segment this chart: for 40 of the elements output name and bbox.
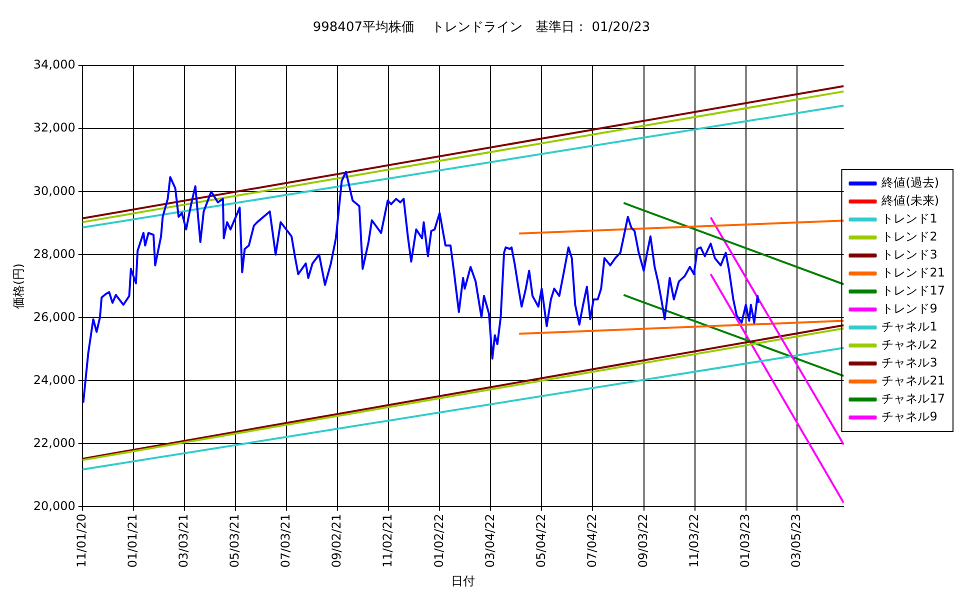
legend-label: チャネル1 bbox=[882, 320, 938, 334]
x-tick-label: 09/02/21 bbox=[330, 514, 344, 568]
x-tick-label: 05/04/22 bbox=[534, 514, 548, 568]
x-tick-label: 01/02/22 bbox=[432, 514, 446, 568]
x-tick-label: 03/04/22 bbox=[482, 514, 497, 568]
legend-label: チャネル3 bbox=[882, 356, 938, 370]
x-tick-label: 11/02/21 bbox=[380, 514, 395, 568]
y-axis-title: 価格(円) bbox=[11, 263, 26, 309]
x-tick-label: 11/03/22 bbox=[686, 514, 701, 568]
y-tick-label: 30,000 bbox=[33, 184, 76, 198]
x-tick-label: 07/04/22 bbox=[584, 514, 599, 568]
x-tick-label: 11/01/20 bbox=[74, 514, 89, 568]
x-tick-label: 01/03/23 bbox=[738, 514, 752, 568]
y-tick-label: 28,000 bbox=[33, 246, 76, 261]
legend-label: チャネル17 bbox=[882, 392, 946, 406]
x-tick-label: 03/05/23 bbox=[789, 514, 804, 568]
legend-label: トレンド21 bbox=[882, 266, 946, 280]
legend-label: チャネル2 bbox=[882, 338, 938, 352]
x-tick-label: 09/03/22 bbox=[636, 514, 650, 568]
legend-label: 終値(未来) bbox=[880, 194, 940, 208]
y-tick-label: 24,000 bbox=[33, 372, 76, 387]
x-axis-title: 日付 bbox=[451, 574, 476, 588]
x-tick-label: 07/03/21 bbox=[278, 514, 293, 568]
x-tick-label: 05/03/21 bbox=[228, 514, 242, 568]
legend-label: チャネル9 bbox=[882, 410, 938, 424]
y-tick-label: 32,000 bbox=[33, 120, 76, 135]
y-tick-label: 26,000 bbox=[33, 310, 76, 324]
y-tick-label: 22,000 bbox=[33, 436, 76, 450]
chart-title: 998407平均株価 トレンドライン 基準日： 01/20/23 bbox=[312, 20, 650, 36]
legend-label: トレンド1 bbox=[882, 212, 938, 226]
legend-label: トレンド2 bbox=[882, 230, 938, 244]
legend-label: トレンド3 bbox=[882, 248, 938, 262]
x-tick-label: 01/01/21 bbox=[126, 514, 140, 568]
legend-label: 終値(過去) bbox=[880, 176, 940, 190]
legend-label: トレンド9 bbox=[882, 302, 938, 316]
legend-label: チャネル21 bbox=[882, 374, 946, 388]
legend-label: トレンド17 bbox=[882, 284, 946, 298]
y-tick-label: 20,000 bbox=[33, 498, 76, 513]
y-tick-label: 34,000 bbox=[33, 58, 76, 72]
x-tick-label: 03/03/21 bbox=[176, 514, 191, 568]
